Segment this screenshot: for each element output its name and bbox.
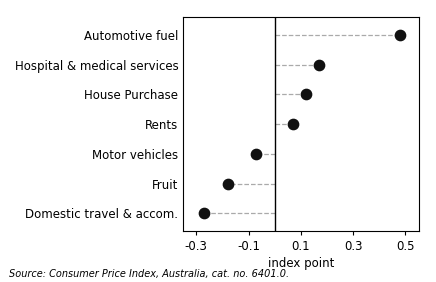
Point [253, 152, 260, 156]
X-axis label: index point: index point [268, 257, 334, 270]
Text: Source: Consumer Price Index, Australia, cat. no. 6401.0.: Source: Consumer Price Index, Australia,… [9, 269, 289, 279]
Point [303, 92, 310, 96]
Point [316, 62, 323, 67]
Point [201, 211, 208, 216]
Point [290, 122, 296, 126]
Point [224, 181, 231, 186]
Point [397, 32, 404, 37]
